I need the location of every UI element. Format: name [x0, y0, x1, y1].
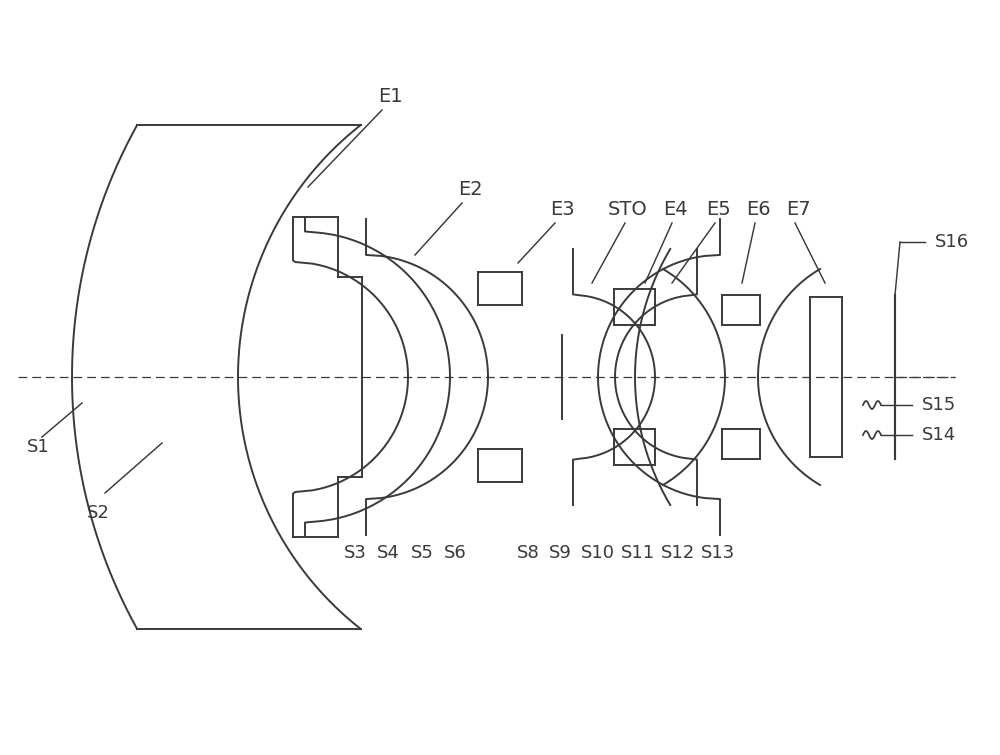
- Text: E6: E6: [746, 201, 770, 220]
- Text: E7: E7: [786, 201, 810, 220]
- Text: E2: E2: [458, 180, 482, 199]
- Text: S12: S12: [661, 544, 695, 562]
- Text: S16: S16: [935, 233, 969, 251]
- Text: S1: S1: [27, 438, 49, 456]
- Text: S4: S4: [377, 544, 399, 562]
- Text: S15: S15: [922, 396, 956, 414]
- Text: S5: S5: [411, 544, 433, 562]
- Text: S9: S9: [549, 544, 571, 562]
- Text: S6: S6: [444, 544, 466, 562]
- Text: S10: S10: [581, 544, 615, 562]
- Text: S13: S13: [701, 544, 735, 562]
- Text: S11: S11: [621, 544, 655, 562]
- Text: S3: S3: [344, 544, 366, 562]
- Text: E4: E4: [663, 201, 687, 220]
- Text: S8: S8: [517, 544, 539, 562]
- Text: E1: E1: [378, 88, 402, 106]
- Text: E5: E5: [706, 201, 730, 220]
- Text: STO: STO: [608, 201, 648, 220]
- Text: S14: S14: [922, 426, 956, 444]
- Text: E3: E3: [550, 201, 574, 220]
- Text: S2: S2: [87, 504, 109, 522]
